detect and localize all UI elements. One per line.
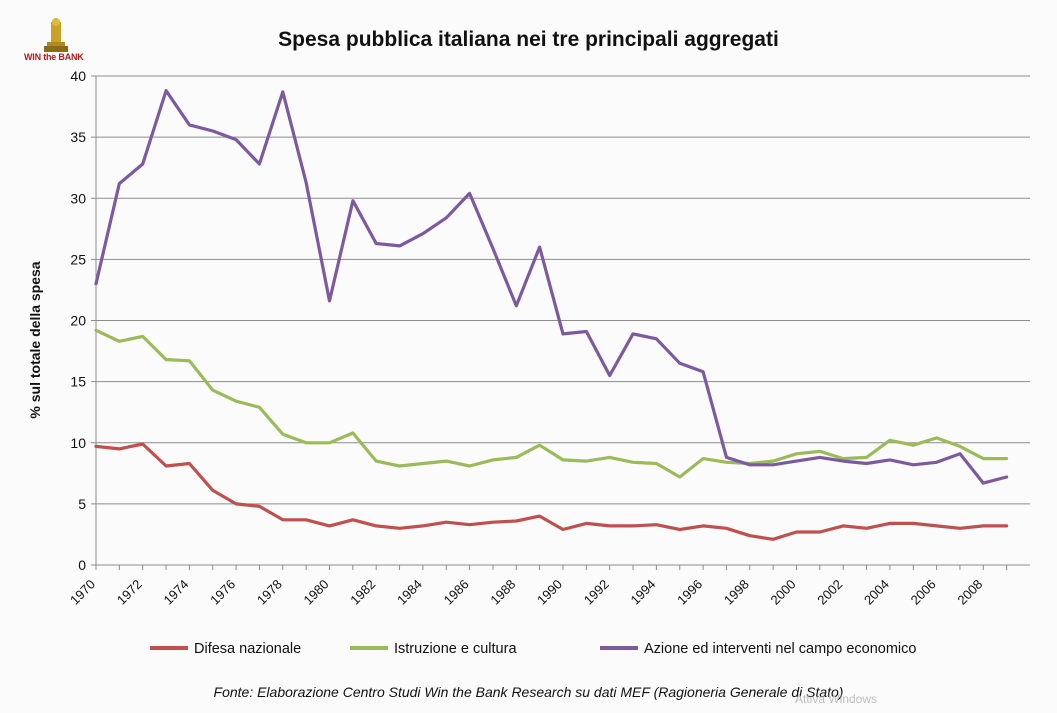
- y-tick-label: 10: [70, 435, 86, 451]
- series-line-2: [94, 328, 1009, 479]
- x-tick-label: 2008: [954, 577, 985, 608]
- y-axis-label: % sul totale della spesa: [27, 261, 43, 418]
- y-tick-label: 35: [70, 129, 86, 145]
- y-tick-label: 30: [70, 190, 86, 206]
- x-tick-label: 2004: [861, 577, 892, 608]
- y-tick-label: 0: [78, 557, 86, 573]
- x-tick-label: 1990: [534, 577, 565, 608]
- source-note: Fonte: Elaborazione Centro Studi Win the…: [213, 684, 844, 700]
- logo-text: WIN the BANK: [24, 52, 84, 62]
- x-tick-label: 1994: [627, 577, 658, 608]
- legend-label-2: Istruzione e cultura: [394, 641, 517, 657]
- x-tick-label: 1974: [160, 577, 191, 608]
- trophy-icon: [44, 18, 68, 52]
- x-tick-label: 1984: [394, 577, 425, 608]
- x-tick-label: 1996: [674, 577, 705, 608]
- x-tick-label: 1998: [721, 577, 752, 608]
- x-tick-label: 1976: [207, 577, 238, 608]
- x-tick-label: 2000: [768, 577, 799, 608]
- y-tick-label: 20: [70, 313, 86, 329]
- windows-activation-watermark: Attiva Windows: [795, 692, 878, 706]
- x-tick-label: 1970: [67, 577, 98, 608]
- x-tick-label: 1978: [254, 577, 285, 608]
- y-tick-label: 25: [70, 251, 86, 267]
- series-lines: [94, 89, 1009, 541]
- y-tick-label: 40: [70, 68, 86, 84]
- grid-lines: [95, 75, 1030, 566]
- x-tick-label: 1980: [301, 577, 332, 608]
- x-tick-label: 2006: [908, 577, 939, 608]
- legend-label-1: Difesa nazionale: [194, 641, 301, 657]
- x-tick-label: 1982: [347, 577, 378, 608]
- series-line-3: [94, 89, 1009, 485]
- x-axis-ticks: 1970 1972 1974 1976 1978 1980 1982 1984 1986 1988…: [67, 565, 1008, 608]
- y-axis-ticks: 0 5 10 15 20 25 30 35 40: [70, 68, 96, 573]
- x-tick-label: 1972: [114, 577, 145, 608]
- x-tick-label: 1988: [487, 577, 518, 608]
- x-tick-label: 1992: [581, 577, 612, 608]
- chart-title: Spesa pubblica italiana nei tre principa…: [278, 28, 779, 51]
- legend: Difesa nazionale Istruzione e cultura Azio…: [150, 641, 916, 657]
- y-tick-label: 15: [70, 374, 86, 390]
- y-tick-label: 5: [78, 496, 86, 512]
- x-tick-label: 2002: [814, 577, 845, 608]
- series-line-1: [94, 442, 1009, 541]
- logo: WIN the BANK: [18, 18, 94, 68]
- legend-label-3: Azione ed interventi nel campo economico: [644, 641, 916, 657]
- x-tick-label: 1986: [441, 577, 472, 608]
